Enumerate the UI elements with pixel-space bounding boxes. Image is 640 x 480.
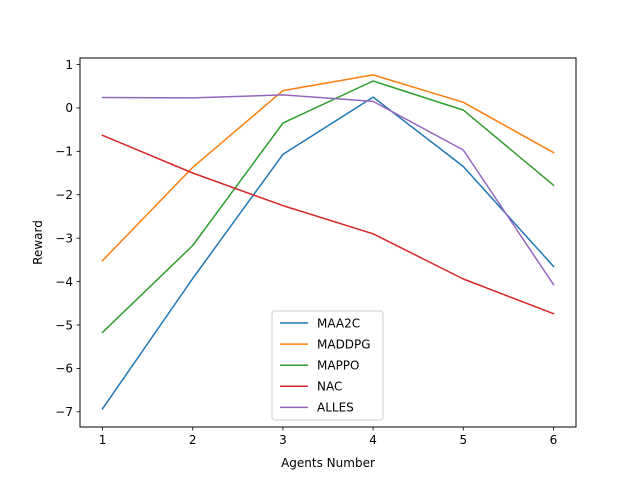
x-axis-label: Agents Number [281,456,375,470]
series-line-mappo [101,80,555,334]
series-line-alles [101,94,555,286]
series-line-nac [101,134,555,315]
x-tick-label: 4 [369,433,377,447]
x-tick-label: 6 [550,433,558,447]
y-tick-label: −3 [55,231,73,245]
series-line-maa2c [101,96,555,410]
y-tick-label: −4 [55,275,73,289]
legend-box [271,310,384,421]
x-tick-label: 2 [189,433,197,447]
y-axis-ticks: 1 0 −1 −2 −3 −4 −5 −6 −7 [55,58,80,419]
y-axis-label: Reward [31,220,45,265]
series-line-maddpg [101,74,555,262]
plot-lines [101,74,555,410]
legend-label-alles: ALLES [317,401,354,415]
legend-label-maddpg: MADDPG [317,337,371,351]
y-tick-label: −1 [55,145,73,159]
y-tick-label: 0 [65,101,73,115]
y-tick-label: −7 [55,405,73,419]
y-tick-label: −2 [55,188,73,202]
x-tick-label: 1 [99,433,107,447]
legend-label-nac: NAC [317,380,342,394]
plot-frame [79,57,577,428]
y-tick-label: 1 [65,58,73,72]
legend: MAA2C MADDPG MAPPO NAC ALLES [271,310,384,421]
legend-label-mappo: MAPPO [317,359,359,373]
x-tick-label: 3 [279,433,287,447]
y-tick-label: −6 [55,362,73,376]
legend-label-maa2c: MAA2C [317,316,360,330]
y-tick-label: −5 [55,318,73,332]
x-axis-ticks: 1 2 3 4 5 6 [99,427,558,447]
x-tick-label: 5 [459,433,467,447]
